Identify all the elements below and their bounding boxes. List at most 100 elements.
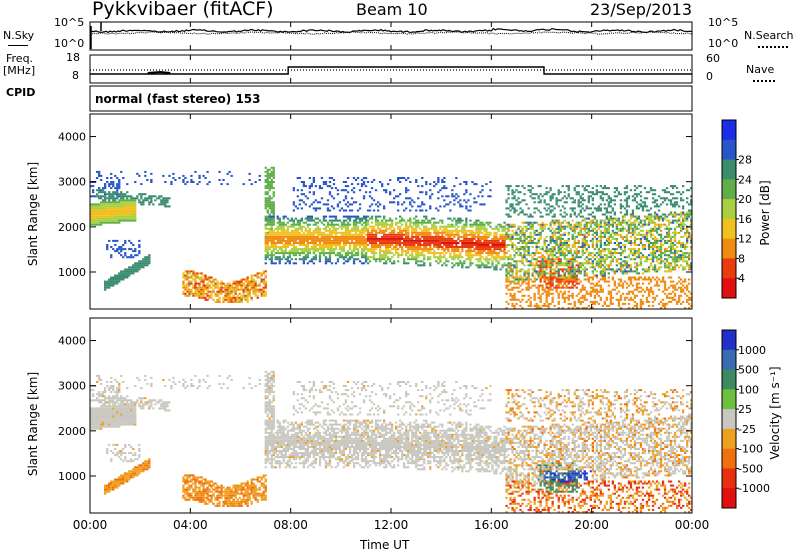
- power-cell: [459, 262, 462, 265]
- power-cell: [322, 203, 326, 206]
- power-cell: [431, 217, 434, 220]
- power-cell: [411, 254, 414, 257]
- power-cell: [605, 209, 608, 212]
- power-cell: [266, 179, 269, 181]
- power-cell: [106, 207, 109, 210]
- power-cell: [409, 242, 412, 244]
- power-cell: [282, 215, 285, 218]
- power-cell: [200, 292, 203, 295]
- power-cell: [509, 233, 512, 236]
- power-cell: [513, 264, 516, 267]
- power-cell: [272, 168, 275, 171]
- power-cell: [387, 219, 390, 222]
- power-cell: [581, 296, 584, 299]
- power-cell: [615, 298, 618, 301]
- power-cell: [583, 266, 586, 269]
- power-cell: [401, 248, 404, 251]
- power-cell: [461, 256, 464, 259]
- power-cell: [597, 250, 600, 253]
- power-cell: [521, 282, 524, 285]
- power-cell: [609, 197, 612, 200]
- power-cell: [248, 282, 251, 285]
- power-cell: [393, 246, 396, 248]
- power-cell: [114, 201, 117, 204]
- power-cell: [268, 205, 271, 208]
- power-cell: [276, 246, 279, 248]
- power-cell: [605, 237, 608, 240]
- power-cell: [591, 229, 594, 232]
- power-cell: [423, 254, 426, 257]
- power-cell: [130, 215, 133, 218]
- power-cell: [455, 248, 458, 251]
- power-cell: [495, 237, 498, 240]
- power-cell: [250, 276, 253, 279]
- power-cell: [589, 254, 592, 257]
- power-cell: [94, 223, 97, 226]
- power-cell: [591, 193, 594, 196]
- power-cell: [204, 292, 207, 295]
- power-cell: [525, 276, 528, 279]
- power-cell: [547, 266, 550, 269]
- power-cell: [607, 264, 610, 267]
- power-cell: [240, 294, 243, 297]
- power-cell: [551, 258, 554, 261]
- power-cell: [128, 207, 131, 210]
- power-cell: [599, 203, 602, 206]
- power-cell: [122, 244, 125, 246]
- power-cell: [294, 258, 297, 261]
- power-cell: [368, 209, 372, 212]
- power-cell: [511, 302, 514, 305]
- power-cell: [288, 239, 291, 242]
- power-cell: [360, 237, 364, 240]
- power-cell: [154, 199, 157, 202]
- power-cell: [98, 221, 101, 224]
- power-cell: [204, 296, 207, 299]
- power-cell: [505, 244, 508, 246]
- power-cell: [585, 205, 588, 208]
- power-cell: [473, 248, 476, 251]
- power-cell: [266, 227, 269, 230]
- power-cell: [509, 203, 512, 206]
- power-cell: [521, 233, 524, 236]
- power-cell: [441, 187, 444, 190]
- power-cell: [268, 233, 271, 236]
- power-cell: [350, 252, 354, 255]
- power-cell: [547, 254, 550, 257]
- power-cell: [409, 221, 412, 224]
- power-cell: [453, 264, 456, 267]
- power-cell: [499, 250, 502, 253]
- power-cell: [136, 264, 139, 267]
- power-cell: [593, 294, 596, 297]
- power-cell: [118, 217, 121, 220]
- power-cell: [615, 270, 618, 273]
- power-cell: [142, 258, 145, 261]
- power-cell: [182, 274, 185, 277]
- power-cell: [583, 229, 586, 232]
- power-cell: [459, 203, 462, 206]
- power-cell: [204, 278, 207, 281]
- power-cell: [320, 233, 324, 236]
- power-cell: [421, 248, 424, 251]
- power-cell: [579, 272, 582, 275]
- power-cell: [607, 237, 610, 240]
- power-cell: [499, 225, 502, 228]
- power-cell: [523, 270, 526, 273]
- power-cell: [489, 239, 492, 242]
- power-cell: [611, 223, 614, 226]
- power-cell: [352, 233, 356, 236]
- power-cell: [405, 221, 408, 224]
- power-cell: [429, 205, 432, 208]
- power-cell: [226, 172, 229, 175]
- power-cell: [573, 225, 576, 228]
- power-cell: [316, 227, 320, 230]
- power-cell: [573, 235, 576, 238]
- power-cell: [551, 256, 554, 259]
- power-cell: [336, 244, 340, 246]
- power-cell: [511, 205, 514, 208]
- power-cell: [589, 290, 592, 293]
- power-cell: [312, 191, 315, 194]
- power-cell: [136, 254, 139, 257]
- power-cell: [360, 244, 364, 246]
- power-cell: [401, 177, 404, 179]
- power-cell: [425, 250, 428, 253]
